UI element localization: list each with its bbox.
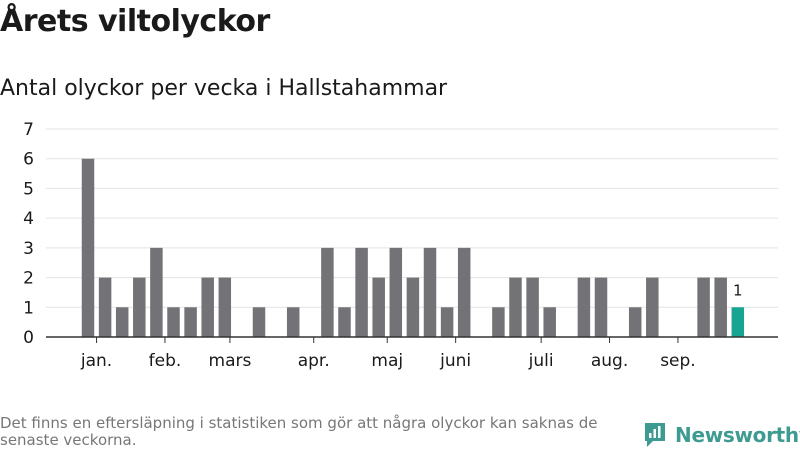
bar [81,158,95,337]
bar [423,247,437,337]
x-tick-label: juli [528,351,554,371]
bar [697,277,710,337]
bar [440,307,454,337]
x-tick-label: sep. [660,351,696,371]
bar [526,277,539,337]
bar [389,247,403,337]
bar [543,307,556,337]
x-tick-label: apr. [298,351,330,371]
bar [628,307,642,337]
y-tick-label: 5 [23,179,34,199]
y-tick-label: 1 [23,298,34,318]
brand-name: Newsworthy [675,423,800,447]
y-tick-label: 7 [23,120,34,140]
bar [457,247,471,337]
bar [167,307,180,337]
bar [509,277,522,337]
highlighted-bar [731,307,745,337]
bar [98,277,112,337]
brand-logo: Newsworthy [643,420,800,450]
y-tick-label: 4 [23,209,34,229]
bar [218,277,232,337]
bar [355,247,368,337]
footnote: Det finns en eftersläpning i statistiken… [0,414,598,449]
bar [115,307,129,337]
x-tick-label: jan. [80,351,112,371]
bar [286,307,300,337]
y-tick-label: 3 [23,239,34,259]
bar-chart: 0 1 2 3 4 5 6 7 1 jan. feb. mars apr. maj juni juli aug.… [23,120,778,371]
chart-title: Årets viltolyckor [0,4,270,39]
y-tick-label: 0 [23,328,34,348]
bar [492,307,505,337]
y-tick-label: 2 [23,269,34,289]
bar [714,277,727,337]
bar [577,277,591,337]
bar [321,247,334,337]
x-tick-label: maj [371,351,403,371]
x-tick-label: aug. [591,351,628,371]
bar [150,247,163,337]
newsworthy-logo-icon [643,421,667,449]
bar [252,307,266,337]
x-tick-label: feb. [149,351,182,371]
bar [406,277,420,337]
y-tick-label: 6 [23,150,34,170]
bar [201,277,214,337]
bar [338,307,351,337]
chart-subtitle: Antal olyckor per vecka i Hallstahammar [0,76,448,101]
bar [646,277,659,337]
data-label: 1 [733,281,743,299]
bar [594,277,608,337]
bar [372,277,385,337]
bar [133,277,146,337]
x-tick-label: juni [439,351,471,371]
x-tick-label: mars [209,351,252,371]
bar [184,307,197,337]
